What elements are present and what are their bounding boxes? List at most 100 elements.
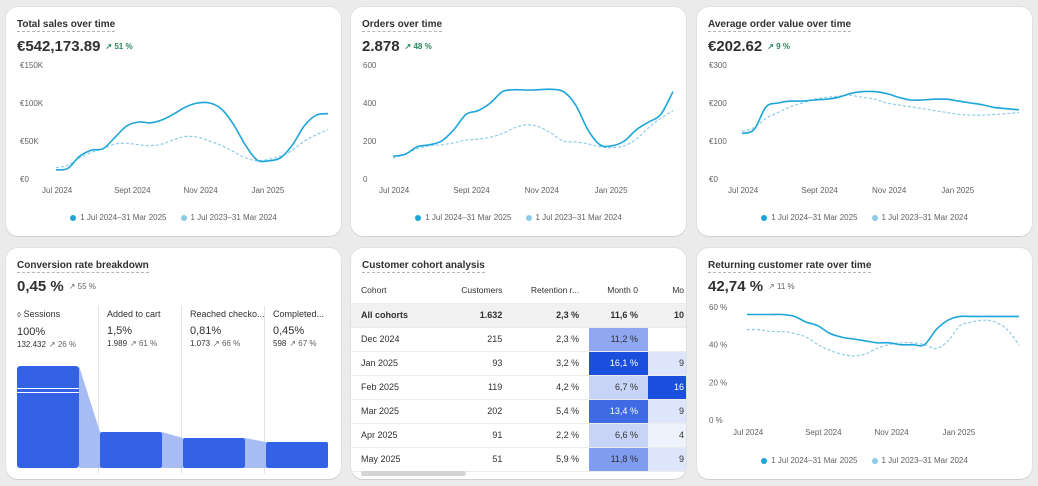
funnel-chart (17, 366, 328, 468)
series-line-previous[interactable] (392, 110, 674, 159)
y-tick-label: 20 % (709, 378, 727, 387)
table-row[interactable]: Jan 2025 93 3,2 % 16,1 % 9 (351, 351, 686, 376)
table-row[interactable]: Apr 2025 91 2,2 % 6,6 % 4 (351, 423, 686, 448)
funnel-step-count: 1.073 (190, 339, 211, 348)
funnel-bar[interactable] (183, 438, 245, 468)
funnel-step-sessions: ⬨ Sessions 100% 132.432 ↗ 26 % (17, 309, 76, 349)
funnel-label-text: Sessions (23, 309, 61, 319)
y-tick-label: 0 (363, 175, 368, 184)
legend-item-current[interactable]: 1 Jul 2024–31 Mar 2025 (415, 213, 512, 222)
legend-item-current[interactable]: 1 Jul 2024–31 Mar 2025 (761, 456, 858, 465)
month-1-cell: 9 (647, 447, 686, 472)
cohort-table-body: All cohorts 1.632 2,3 % 11,6 % 10 Dec 2024 215… (351, 303, 686, 472)
column-header-month-1[interactable]: Mo (647, 278, 686, 304)
card-title[interactable]: Orders over time (362, 19, 443, 32)
divider (264, 306, 265, 474)
funnel-step-label: Completed... (273, 309, 325, 319)
legend-dot-icon (180, 214, 187, 221)
funnel-delta-value: 66 % (221, 339, 241, 348)
total-sales-card: Total sales over time €542,173.89 ↗ 51 %… (6, 7, 341, 236)
legend-item-previous[interactable]: 1 Jul 2023–31 Mar 2024 (871, 456, 968, 465)
table-row[interactable]: All cohorts 1.632 2,3 % 11,6 % 10 (351, 303, 686, 328)
metric-value: 0,45 % (17, 278, 64, 295)
series-line-current[interactable] (747, 313, 1020, 347)
funnel-delta-value: 61 % (138, 339, 158, 348)
legend-item-current[interactable]: 1 Jul 2024–31 Mar 2025 (70, 213, 167, 222)
funnel-bar[interactable] (100, 432, 162, 468)
metric: €542,173.89 ↗ 51 % (17, 38, 133, 55)
series-line-previous[interactable] (55, 129, 329, 169)
funnel-step-delta: ↗ 67 % (289, 339, 317, 348)
retention-cell: 4,2 % (512, 375, 590, 400)
horizontal-scrollbar[interactable] (361, 471, 466, 476)
arrow-up-right-icon: ↗ (767, 42, 774, 51)
legend-item-current[interactable]: 1 Jul 2024–31 Mar 2025 (761, 213, 858, 222)
column-header-customers[interactable]: Customers (446, 278, 513, 304)
legend-item-previous[interactable]: 1 Jul 2023–31 Mar 2024 (180, 213, 277, 222)
arrow-up-right-icon: ↗ (768, 282, 775, 291)
conversion-rate-card: Conversion rate breakdown 0,45 % ↗ 55 % … (6, 248, 341, 479)
column-header-cohort[interactable]: Cohort (351, 278, 447, 304)
table-row[interactable]: Mar 2025 202 5,4 % 13,4 % 9 (351, 399, 686, 424)
x-tick-label: Jul 2024 (42, 186, 73, 195)
cohort-table: Cohort Customers Retention r... Month 0 … (351, 278, 686, 472)
month-1-cell (647, 327, 686, 352)
legend-dot-icon (415, 214, 422, 221)
funnel-connector (162, 432, 183, 468)
series-line-current[interactable] (55, 101, 329, 171)
column-header-retention[interactable]: Retention r... (512, 278, 590, 304)
funnel-step-sub: 1.989 ↗ 61 % (107, 339, 161, 348)
retention-cell: 5,4 % (512, 399, 590, 424)
funnel-step-reached-checkout: Reached checko... 0,81% 1.073 ↗ 66 % (190, 309, 265, 348)
table-row[interactable]: May 2025 51 5,9 % 11,8 % 9 (351, 447, 686, 472)
card-title[interactable]: Customer cohort analysis (362, 260, 485, 273)
cohort-cell: May 2025 (351, 447, 447, 472)
y-tick-label: 400 (363, 99, 377, 108)
month-0-cell: 6,6 % (589, 423, 648, 448)
card-title[interactable]: Total sales over time (17, 19, 116, 32)
delta-value: 9 % (776, 42, 790, 51)
x-tick-label: Sept 2024 (801, 186, 838, 195)
funnel-bar[interactable] (266, 442, 328, 468)
card-title[interactable]: Returning customer rate over time (708, 260, 872, 273)
funnel-step-sub: 598 ↗ 67 % (273, 339, 324, 348)
x-tick-label: Jan 2025 (251, 186, 284, 195)
delta-badge: ↗ 9 % (767, 42, 790, 51)
y-tick-label: 60 % (709, 303, 727, 312)
chart-legend: 1 Jul 2024–31 Mar 2025 1 Jul 2023–31 Mar… (6, 213, 341, 222)
legend-dot-icon (871, 214, 878, 221)
chart-legend: 1 Jul 2024–31 Mar 2025 1 Jul 2023–31 Mar… (351, 213, 686, 222)
series-line-previous[interactable] (741, 94, 1020, 133)
legend-label: 1 Jul 2023–31 Mar 2024 (535, 213, 622, 222)
series-line-previous[interactable] (746, 319, 1020, 357)
legend-label: 1 Jul 2024–31 Mar 2025 (771, 213, 858, 222)
customers-cell: 119 (446, 375, 513, 400)
legend-dot-icon (525, 214, 532, 221)
series-line-current[interactable] (392, 88, 674, 157)
cohort-cell: Jan 2025 (351, 351, 447, 376)
legend-item-previous[interactable]: 1 Jul 2023–31 Mar 2024 (871, 213, 968, 222)
funnel-bar[interactable] (17, 366, 79, 468)
legend-item-previous[interactable]: 1 Jul 2023–31 Mar 2024 (525, 213, 622, 222)
card-title[interactable]: Average order value over time (708, 19, 852, 32)
table-row[interactable]: Feb 2025 119 4,2 % 6,7 % 16 (351, 375, 686, 400)
returning-customer-rate-card: Returning customer rate over time 42,74 … (697, 248, 1032, 479)
orders-card: Orders over time 2.878 ↗ 48 % 600 400 200 0… (351, 7, 686, 236)
chart-legend: 1 Jul 2024–31 Mar 2025 1 Jul 2023–31 Mar… (697, 213, 1032, 222)
x-tick-label: Nov 2024 (183, 186, 218, 195)
month-1-cell: 9 (647, 351, 686, 376)
card-title[interactable]: Conversion rate breakdown (17, 260, 149, 273)
customers-cell: 91 (446, 423, 513, 448)
retention-cell: 2,3 % (512, 303, 590, 328)
customer-cohort-card: Customer cohort analysis Cohort Customer… (351, 248, 686, 479)
series-line-current[interactable] (741, 90, 1020, 135)
metric-value: €542,173.89 (17, 38, 101, 55)
month-1-cell: 4 (647, 423, 686, 448)
legend-label: 1 Jul 2023–31 Mar 2024 (190, 213, 277, 222)
table-row[interactable]: Dec 2024 215 2,3 % 11,2 % (351, 327, 686, 352)
average-order-value-card: Average order value over time €202.62 ↗ … (697, 7, 1032, 236)
column-header-month-0[interactable]: Month 0 (589, 278, 648, 304)
x-tick-label: Sept 2024 (805, 428, 842, 437)
x-tick-label: Nov 2024 (874, 428, 909, 437)
funnel-step-pct: 0,81% (190, 325, 222, 337)
